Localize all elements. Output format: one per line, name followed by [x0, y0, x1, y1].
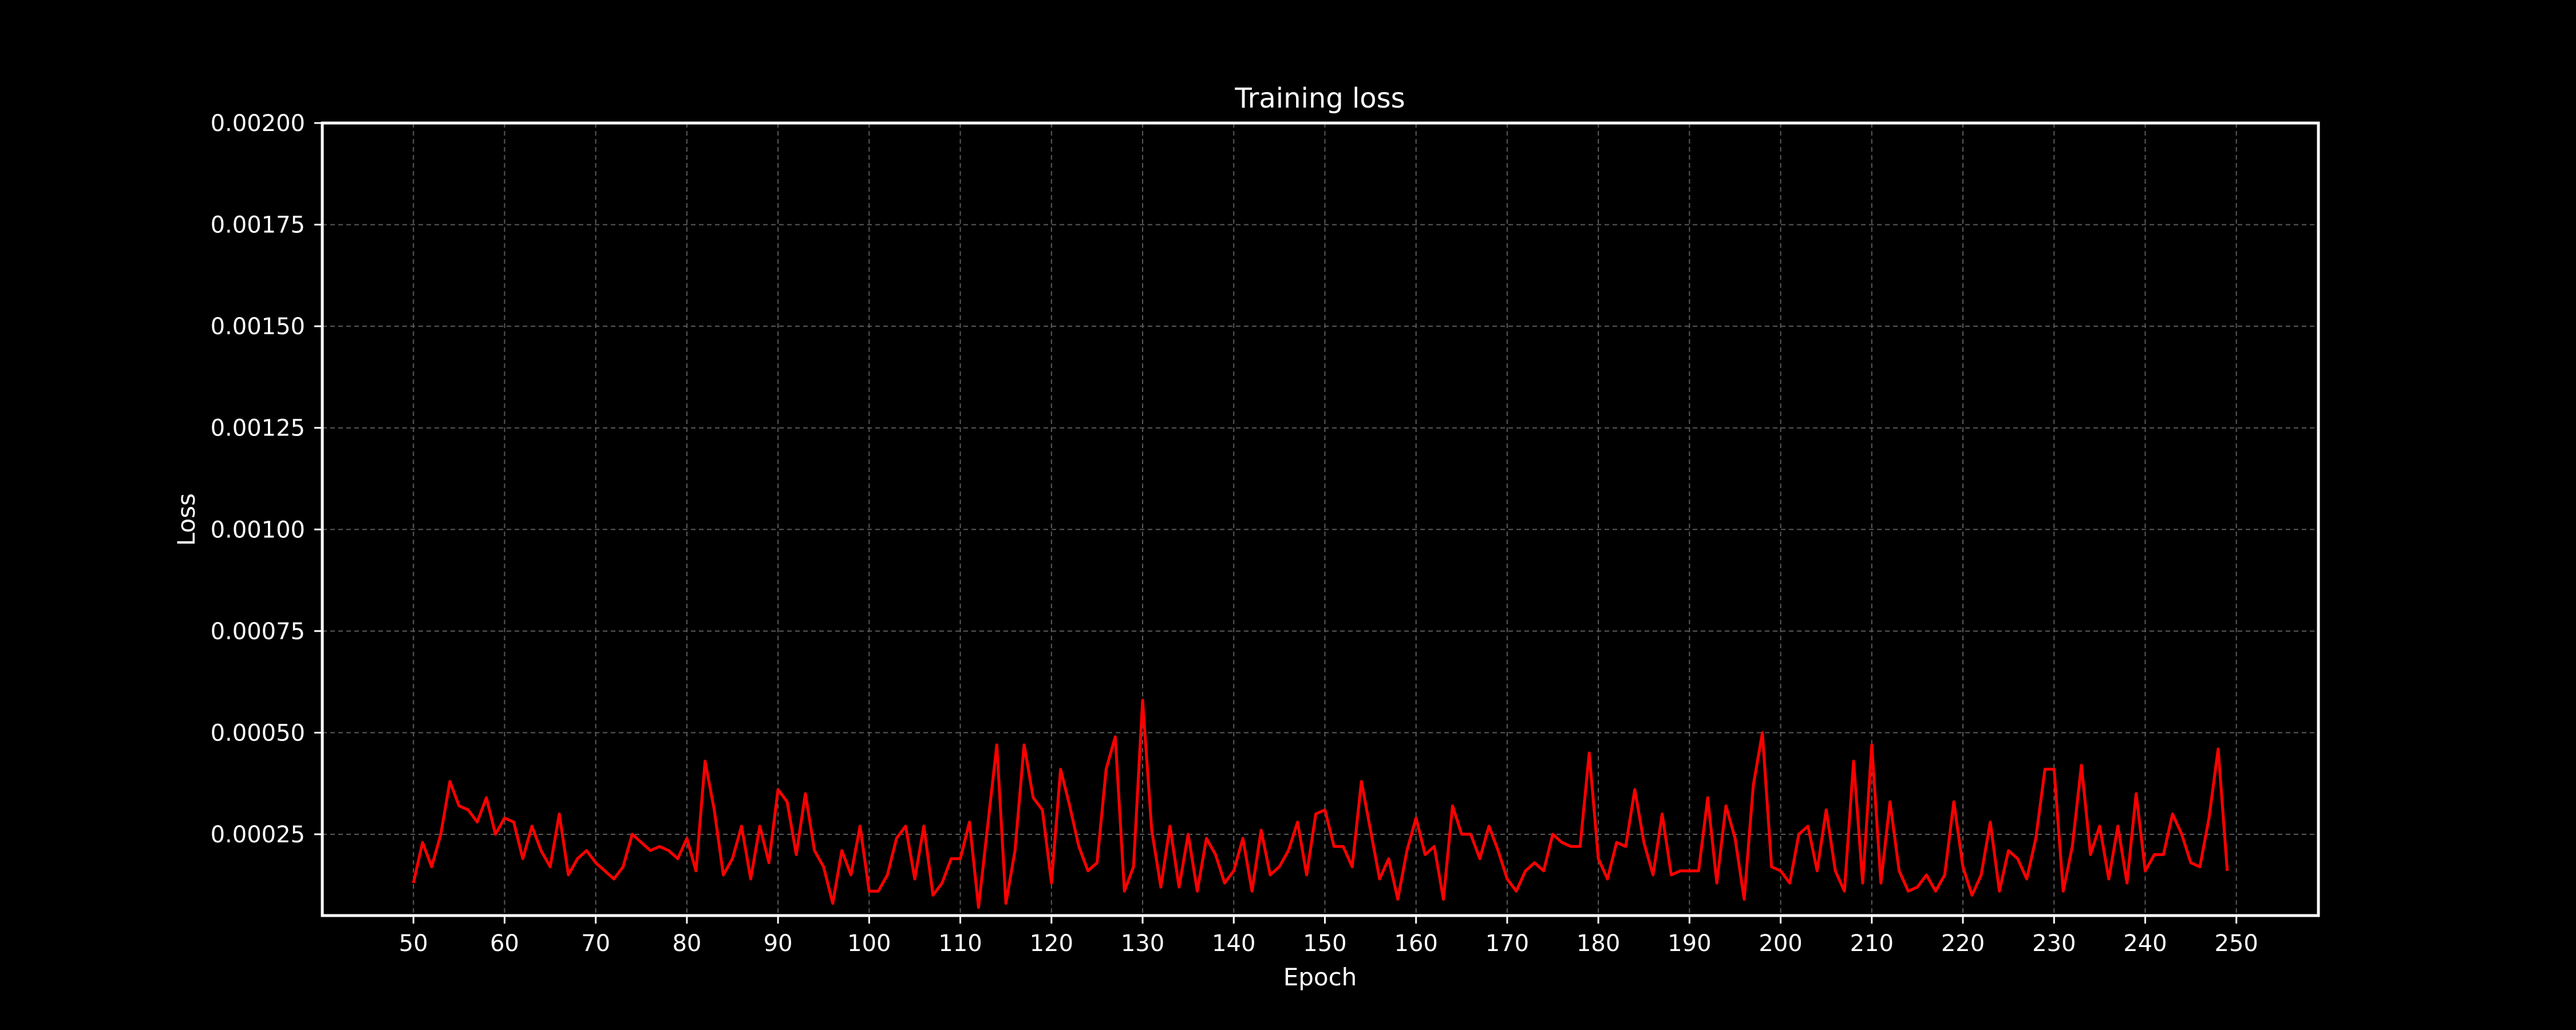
y-tick-label: 0.00050: [211, 720, 305, 746]
x-tick-label: 100: [847, 930, 891, 957]
y-tick-label: 0.00025: [211, 822, 305, 848]
y-axis-label: Loss: [172, 493, 200, 546]
x-tick-label: 140: [1212, 930, 1255, 957]
x-tick-label: 190: [1668, 930, 1711, 957]
x-tick-label: 60: [490, 930, 519, 957]
x-tick-label: 230: [2032, 930, 2076, 957]
x-tick-label: 210: [1850, 930, 1894, 957]
loss-series-line: [412, 699, 2229, 909]
x-tick-label: 150: [1303, 930, 1346, 957]
y-tick-label: 0.00075: [211, 619, 305, 645]
x-tick-label: 50: [399, 930, 428, 957]
x-tick-label: 90: [764, 930, 793, 957]
plot-frame: [321, 121, 2320, 917]
x-tick-label: 180: [1577, 930, 1620, 957]
chart-title: Training loss: [1234, 82, 1405, 114]
x-tick-label: 240: [2123, 930, 2167, 957]
x-tick-label: 170: [1485, 930, 1529, 957]
x-tick-label: 70: [581, 930, 610, 957]
y-tick-label: 0.00125: [211, 415, 305, 442]
x-tick-label: 220: [1941, 930, 1985, 957]
y-tick-label: 0.00100: [211, 517, 305, 543]
x-axis-ticks: 50 60 70 80 90 100 110 120 130 140 150 160 170 180 190…: [399, 916, 2258, 957]
x-tick-label: 160: [1394, 930, 1438, 957]
x-tick-label: 200: [1759, 930, 1802, 957]
y-axis-ticks: 0.00025 0.00050 0.00075 0.00100 0.00125 0.001…: [211, 110, 322, 848]
x-tick-label: 250: [2215, 930, 2258, 957]
y-tick-label: 0.00150: [211, 314, 305, 340]
y-tick-label: 0.00175: [211, 212, 305, 239]
x-tick-label: 120: [1030, 930, 1073, 957]
x-axis-label: Epoch: [1283, 963, 1357, 991]
x-tick-label: 110: [938, 930, 982, 957]
x-tick-label: 130: [1121, 930, 1164, 957]
x-tick-label: 80: [672, 930, 701, 957]
y-tick-label: 0.00200: [211, 110, 305, 137]
